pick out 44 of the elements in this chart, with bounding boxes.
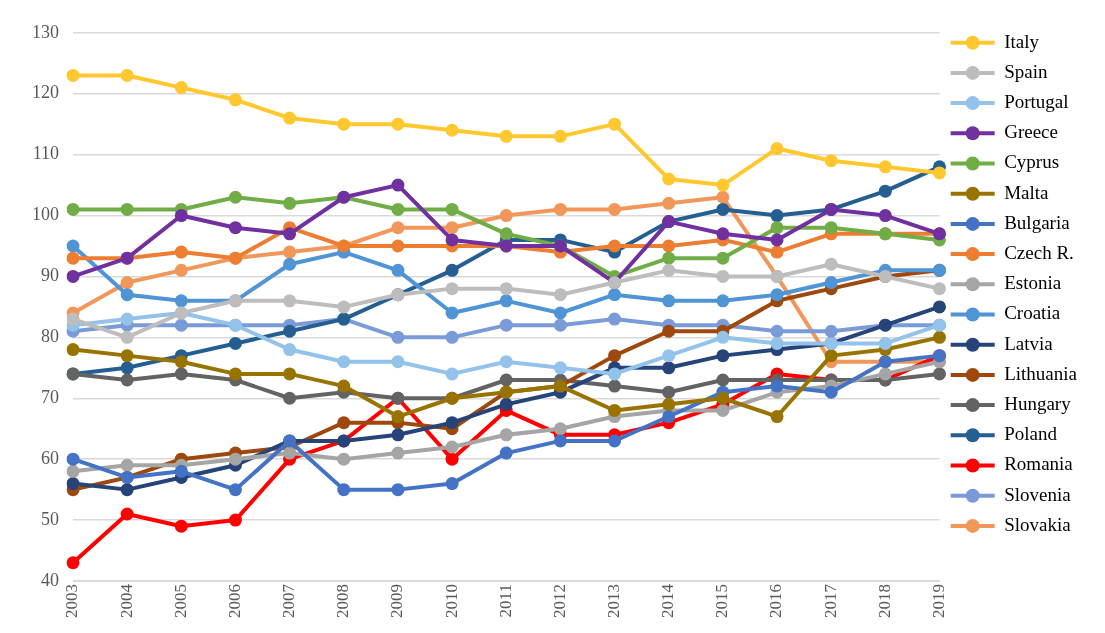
x-tick-label: 2018 bbox=[874, 584, 894, 618]
x-tick-label: 2008 bbox=[333, 584, 353, 618]
legend-label: Portugal bbox=[1004, 91, 1069, 113]
x-tick-label: 2019 bbox=[928, 584, 948, 618]
legend-label: Cyprus bbox=[1004, 151, 1060, 173]
legend-label: Estonia bbox=[1004, 272, 1062, 294]
y-tick-label: 120 bbox=[32, 82, 59, 103]
legend-label: Lithuania bbox=[1004, 362, 1078, 384]
y-tick-label: 90 bbox=[41, 265, 59, 286]
legend-label: Slovenia bbox=[1004, 483, 1072, 505]
x-tick-label: 2005 bbox=[170, 584, 190, 618]
x-tick-label: 2013 bbox=[604, 584, 624, 618]
x-tick-label: 2010 bbox=[441, 584, 461, 618]
legend-label: Poland bbox=[1004, 423, 1058, 445]
legend-label: Greece bbox=[1004, 121, 1058, 143]
legend-label: Croatia bbox=[1004, 302, 1061, 324]
x-tick-label: 2016 bbox=[766, 584, 786, 618]
x-tick-label: 2011 bbox=[495, 584, 515, 618]
y-tick-label: 70 bbox=[41, 387, 59, 407]
y-tick-label: 40 bbox=[41, 569, 59, 590]
x-tick-label: 2015 bbox=[712, 584, 732, 618]
y-tick-label: 100 bbox=[32, 204, 59, 225]
legend-label: Spain bbox=[1004, 60, 1048, 82]
legend-label: Slovakia bbox=[1004, 513, 1072, 535]
y-tick-label: 130 bbox=[32, 21, 59, 42]
y-tick-label: 80 bbox=[41, 326, 59, 347]
legend-label: Hungary bbox=[1004, 393, 1072, 415]
y-tick-label: 110 bbox=[32, 143, 59, 164]
x-tick-label: 2012 bbox=[549, 584, 569, 618]
x-tick-label: 2007 bbox=[279, 583, 299, 618]
legend-label: Czech R. bbox=[1004, 242, 1074, 264]
x-tick-label: 2004 bbox=[116, 583, 136, 618]
x-tick-label: 2009 bbox=[387, 584, 407, 618]
legend-label: Malta bbox=[1004, 181, 1050, 203]
x-tick-label: 2014 bbox=[658, 583, 678, 618]
y-tick-label: 60 bbox=[41, 447, 59, 468]
x-tick-label: 2003 bbox=[62, 584, 82, 618]
legend-label: Bulgaria bbox=[1004, 211, 1071, 233]
x-tick-label: 2017 bbox=[820, 583, 840, 618]
legend-label: Italy bbox=[1004, 30, 1040, 52]
x-tick-label: 2006 bbox=[224, 584, 244, 618]
y-tick-label: 50 bbox=[41, 508, 59, 529]
legend-label: Latvia bbox=[1004, 332, 1054, 354]
legend-label: Romania bbox=[1004, 453, 1074, 475]
